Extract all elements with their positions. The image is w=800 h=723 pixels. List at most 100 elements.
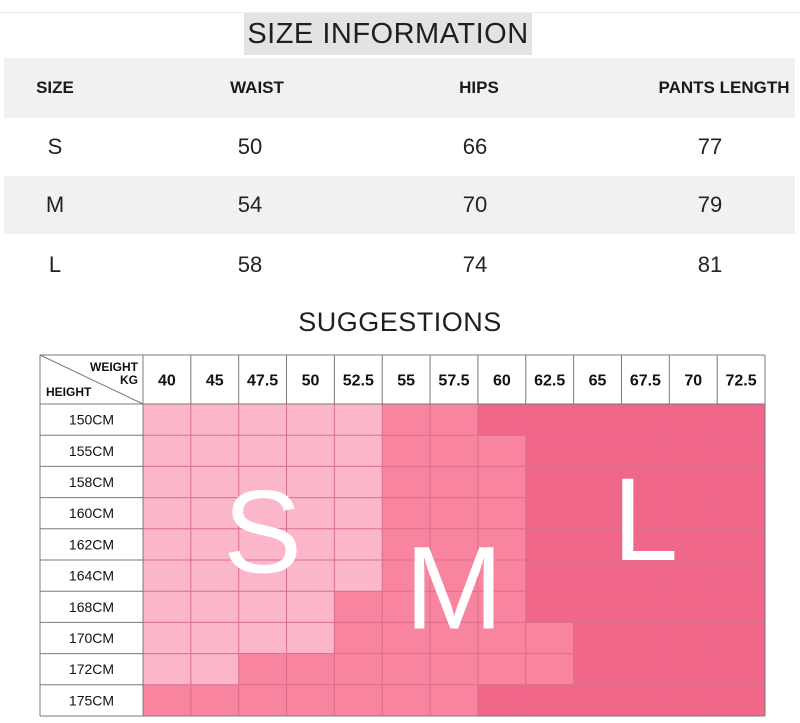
grid-cell-m	[430, 466, 478, 498]
grid-cell-l	[525, 560, 574, 592]
grid-cell-s	[238, 497, 287, 529]
grid-cell-l	[573, 622, 622, 654]
grid-cell-l	[717, 622, 765, 654]
grid-cell-m	[382, 435, 431, 467]
grid-cell-l	[573, 684, 622, 716]
cell-hips: 70	[462, 192, 488, 217]
grid-cell-l	[669, 622, 718, 654]
size-zone-label: L	[613, 454, 679, 586]
weight-label: 72.5	[726, 373, 757, 390]
corner-height-label: HEIGHT	[46, 385, 92, 399]
grid-cell-m	[430, 591, 478, 623]
grid-cell-s	[143, 560, 191, 592]
grid-cell-m	[525, 622, 574, 654]
table-row: L 58 74 81	[4, 236, 795, 294]
grid-cell-l	[717, 497, 765, 529]
grid-cell-s	[143, 497, 191, 529]
grid-cell-m	[430, 560, 478, 592]
cell-pants-length: 81	[697, 252, 723, 277]
grid-cell-m	[382, 528, 431, 560]
grid-cell-l	[573, 591, 622, 623]
grid-cell-m	[238, 653, 287, 685]
grid-cell-m	[143, 684, 191, 716]
grid-cell-l	[573, 560, 622, 592]
grid-cell-m	[430, 653, 478, 685]
grid-cell-l	[525, 684, 574, 716]
grid-cell-s	[190, 466, 239, 498]
grid-cell-l	[621, 622, 670, 654]
grid-cell-m	[238, 684, 287, 716]
grid-cell-s	[334, 435, 383, 467]
weight-label: 70	[684, 373, 702, 390]
weight-label: 45	[206, 373, 224, 390]
grid-cell-l	[669, 435, 718, 467]
grid-cell-s	[238, 528, 287, 560]
grid-cell-s	[190, 528, 239, 560]
grid-cell-m	[430, 684, 478, 716]
grid-cell-l	[477, 684, 526, 716]
grid-cell-m	[477, 497, 526, 529]
grid-cell-l	[525, 466, 574, 498]
size-zone-label: S	[223, 466, 302, 598]
table-row: S 50 66 77	[4, 118, 795, 176]
weight-label: 60	[493, 373, 511, 390]
height-label: 172CM	[69, 661, 114, 677]
height-label: 175CM	[69, 692, 114, 708]
height-label: 162CM	[69, 536, 114, 552]
grid-cell-l	[669, 497, 718, 529]
height-label: 168CM	[69, 599, 114, 615]
grid-cell-l	[573, 653, 622, 685]
cell-size: M	[45, 192, 65, 217]
grid-cell-s	[190, 653, 239, 685]
grid-cell-l	[669, 404, 718, 436]
grid-cell-m	[477, 560, 526, 592]
grid-cell-m	[477, 591, 526, 623]
grid-cell-l	[573, 435, 622, 467]
weight-label: 57.5	[438, 373, 469, 390]
grid-cell-l	[717, 684, 765, 716]
size-table-header: SIZE WAIST HIPS PANTS LENGTH	[4, 58, 795, 118]
grid-cell-s	[286, 435, 335, 467]
header-size: SIZE	[36, 78, 74, 97]
grid-cell-l	[573, 404, 622, 436]
grid-cell-m	[382, 622, 431, 654]
grid-cell-l	[525, 497, 574, 529]
grid-cell-m	[334, 684, 383, 716]
weight-label: 67.5	[630, 373, 661, 390]
grid-cell-m	[477, 653, 526, 685]
grid-cell-l	[621, 466, 670, 498]
grid-cell-m	[430, 435, 478, 467]
cell-pants-length: 79	[697, 192, 723, 217]
height-label: 158CM	[69, 474, 114, 490]
grid-cell-l	[621, 684, 670, 716]
grid-cell-s	[286, 497, 335, 529]
grid-cell-m	[382, 466, 431, 498]
grid-cell-s	[238, 435, 287, 467]
cell-waist: 54	[237, 192, 263, 217]
top-divider	[0, 12, 800, 13]
grid-cell-s	[238, 466, 287, 498]
grid-cell-m	[286, 653, 335, 685]
grid-cell-l	[573, 528, 622, 560]
grid-cell-s	[286, 404, 335, 436]
grid-cell-l	[621, 528, 670, 560]
corner-unit-label: KG	[120, 373, 138, 387]
grid-cell-s	[286, 591, 335, 623]
grid-cell-s	[143, 653, 191, 685]
grid-cell-s	[143, 466, 191, 498]
grid-cell-s	[190, 622, 239, 654]
grid-cell-s	[190, 591, 239, 623]
weight-label: 55	[397, 373, 415, 390]
grid-cell-l	[669, 466, 718, 498]
grid-cell-m	[430, 404, 478, 436]
size-zone-label: M	[405, 523, 503, 655]
grid-cell-m	[430, 528, 478, 560]
grid-cell-m	[190, 684, 239, 716]
grid-cell-s	[238, 622, 287, 654]
grid-cell-l	[717, 404, 765, 436]
grid-cell-s	[190, 404, 239, 436]
height-label: 160CM	[69, 505, 114, 521]
grid-cell-l	[525, 404, 574, 436]
grid-cell-s	[238, 404, 287, 436]
cell-size: S	[47, 134, 63, 159]
